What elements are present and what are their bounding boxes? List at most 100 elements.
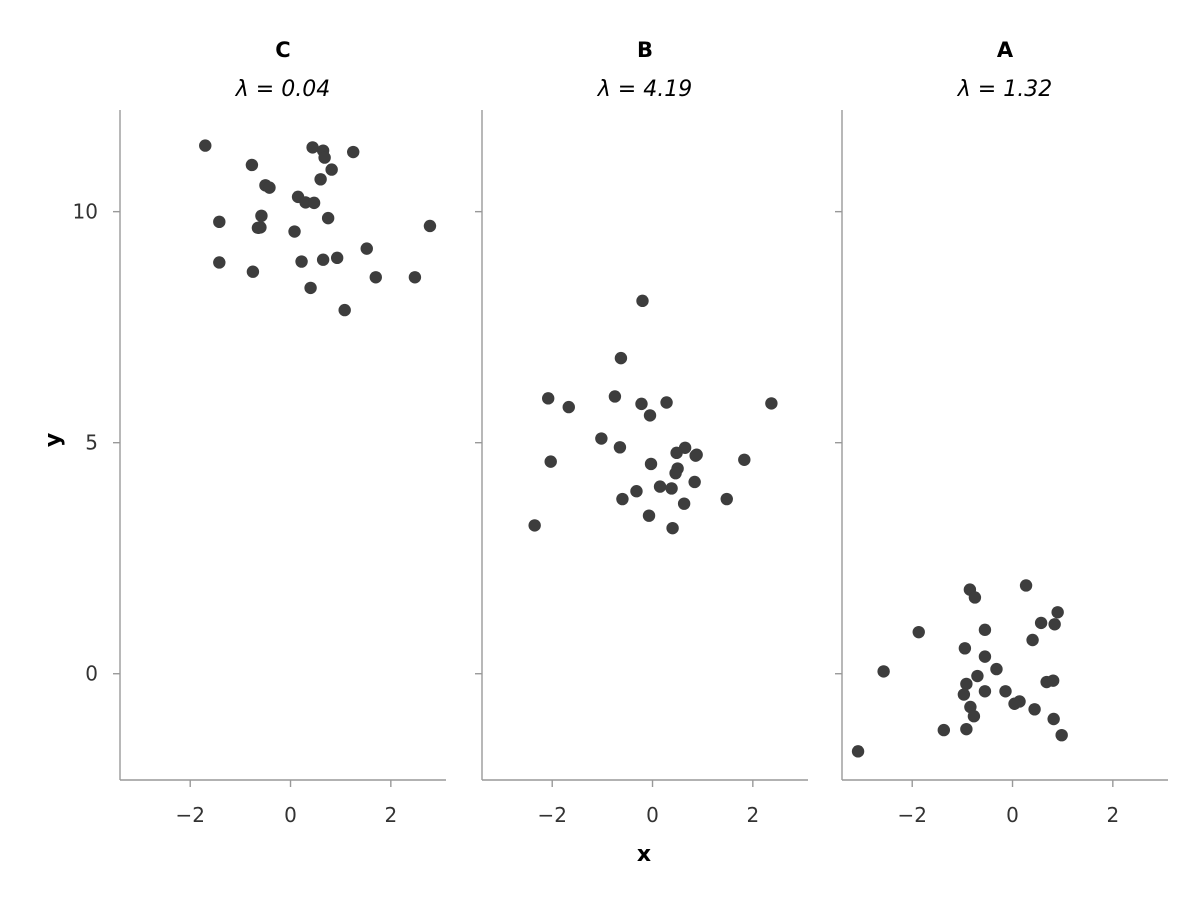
data-point <box>689 449 702 462</box>
data-point <box>613 441 627 454</box>
data-point <box>912 625 925 639</box>
x-axis-title: x <box>637 842 651 867</box>
data-point <box>213 215 226 229</box>
data-point <box>1028 703 1041 716</box>
data-point <box>1026 633 1039 647</box>
x-tick-label: 2 <box>1106 803 1119 827</box>
x-tick-label: −2 <box>897 803 926 827</box>
data-point <box>616 492 629 506</box>
data-point <box>937 723 951 737</box>
data-point <box>314 173 327 186</box>
data-point <box>423 219 437 233</box>
data-point <box>1055 728 1068 742</box>
data-point <box>960 677 973 691</box>
data-point <box>263 181 276 194</box>
data-point <box>670 446 683 460</box>
data-point <box>738 453 751 466</box>
data-point <box>967 710 981 723</box>
data-point <box>288 225 301 238</box>
facet-panel-a: Aλ = 1.32 −2 0 2 <box>835 38 1168 827</box>
data-point <box>978 685 992 698</box>
y-tick-label: 10 <box>73 200 98 224</box>
data-point <box>960 722 973 736</box>
data-point <box>971 669 984 683</box>
data-point <box>316 253 330 266</box>
data-point <box>1034 616 1048 630</box>
data-point <box>1008 697 1021 710</box>
data-point <box>307 196 321 210</box>
data-point <box>642 509 656 522</box>
data-point <box>851 745 865 758</box>
data-point <box>630 485 643 498</box>
y-tick-label: 0 <box>85 662 98 686</box>
x-tick-label: −2 <box>537 803 566 827</box>
x-tick-label: 0 <box>1006 803 1019 827</box>
data-point <box>330 251 344 265</box>
x-tick-label: −2 <box>175 803 204 827</box>
data-point <box>635 397 648 411</box>
data-point <box>968 591 982 604</box>
data-point <box>665 482 678 495</box>
facet-subtitle: λ = 4.19 <box>597 77 692 102</box>
x-tick-label: 0 <box>646 803 659 827</box>
data-point <box>643 409 657 422</box>
data-point <box>1048 618 1061 631</box>
data-point <box>251 221 265 235</box>
data-point <box>720 492 733 506</box>
data-point <box>544 455 557 468</box>
data-point <box>199 139 212 152</box>
data-point <box>245 158 259 172</box>
data-point <box>614 351 628 365</box>
data-point <box>1051 606 1064 619</box>
data-point <box>1046 674 1060 687</box>
facet-panel-c: Cλ = 0.04 −2 0 2 0 5 10 <box>73 38 446 827</box>
data-point <box>978 623 992 637</box>
facet-title: B <box>637 38 653 62</box>
data-point <box>677 497 691 510</box>
data-point <box>369 271 382 284</box>
data-point <box>653 480 667 493</box>
data-point <box>318 151 331 164</box>
data-point <box>304 281 317 295</box>
data-point <box>321 211 335 225</box>
data-point <box>660 396 673 409</box>
data-point <box>562 400 575 414</box>
data-point <box>608 390 622 403</box>
data-point <box>688 475 701 489</box>
data-point <box>255 209 268 223</box>
data-point <box>765 397 778 410</box>
data-point <box>990 662 1003 676</box>
facet-title: C <box>275 38 290 62</box>
facet-panel-b: Bλ = 4.19 −2 0 2 <box>475 38 808 827</box>
x-tick-label: 2 <box>746 803 759 827</box>
x-tick-label: 2 <box>384 803 397 827</box>
facet-subtitle: λ = 0.04 <box>235 77 330 102</box>
data-point <box>542 392 555 405</box>
data-point <box>528 519 541 532</box>
data-point <box>644 457 658 471</box>
data-point <box>306 141 319 154</box>
data-point <box>408 271 422 284</box>
data-point <box>999 685 1012 698</box>
facet-subtitle: λ = 1.32 <box>957 77 1052 102</box>
data-point <box>295 255 308 268</box>
y-tick-label: 5 <box>85 431 98 455</box>
data-point <box>666 521 679 535</box>
facet-title: A <box>997 38 1014 62</box>
facet-panels: Cλ = 0.04 −2 0 2 0 5 10 Bλ = 4.19 −2 0 2 Aλ = 1.32 −… <box>73 38 1168 827</box>
data-point <box>669 466 682 480</box>
data-point <box>877 665 890 678</box>
data-point <box>957 688 971 701</box>
data-point <box>1047 712 1060 726</box>
data-point <box>958 642 972 655</box>
data-point <box>246 265 260 278</box>
data-point <box>213 256 226 269</box>
x-tick-label: 0 <box>284 803 297 827</box>
data-point <box>347 145 360 159</box>
data-point <box>338 303 351 317</box>
data-point <box>978 650 992 663</box>
data-point <box>595 432 608 445</box>
data-point <box>636 294 649 308</box>
data-point <box>1019 579 1033 592</box>
